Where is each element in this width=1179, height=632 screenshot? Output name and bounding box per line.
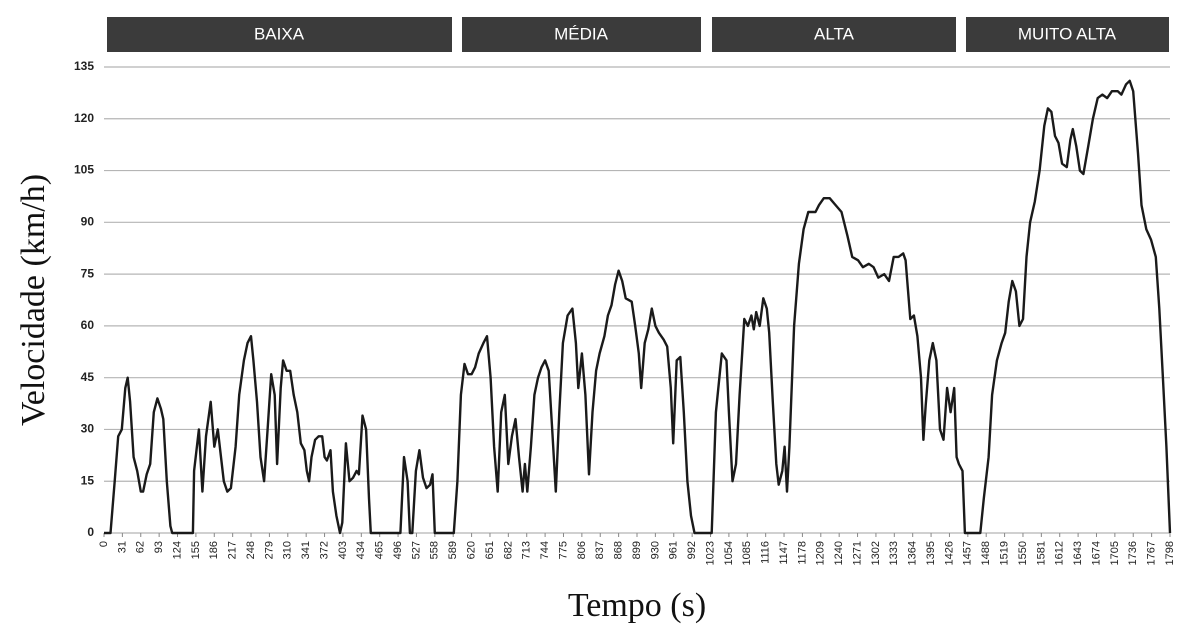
x-tick-label: 1271 — [851, 541, 863, 565]
x-tick-label: 1767 — [1146, 541, 1158, 565]
phase-box — [107, 17, 452, 52]
x-tick-label: 1736 — [1127, 541, 1139, 565]
x-tick-label: 1054 — [723, 541, 735, 565]
x-tick-label: 1488 — [980, 541, 992, 565]
x-tick-label: 155 — [190, 541, 202, 559]
x-tick-label: 1240 — [833, 541, 845, 565]
x-tick-label: 1085 — [741, 541, 753, 565]
x-tick-label: 1457 — [962, 541, 974, 565]
y-tick-label: 15 — [81, 473, 95, 487]
x-tick-label: 620 — [465, 541, 477, 559]
x-tick-label: 496 — [392, 541, 404, 559]
x-tick-label: 1333 — [888, 541, 900, 565]
x-tick-label: 558 — [429, 541, 441, 559]
x-axis-title: Tempo (s) — [568, 587, 706, 624]
x-tick-label: 1147 — [778, 541, 790, 565]
x-tick-label: 1798 — [1164, 541, 1176, 565]
x-tick-label: 1364 — [907, 541, 919, 565]
x-tick-label: 1178 — [796, 541, 808, 565]
x-tick-label: 186 — [208, 541, 220, 559]
x-tick-label: 403 — [337, 541, 349, 559]
x-tick-label: 899 — [631, 541, 643, 559]
x-tick-label: 217 — [227, 541, 239, 559]
phase-box — [462, 17, 701, 52]
y-tick-label: 120 — [74, 111, 94, 125]
x-tick-label: 1116 — [760, 541, 772, 564]
speed-line — [104, 79, 1172, 535]
x-tick-label: 682 — [502, 541, 514, 559]
x-tick-label: 372 — [318, 541, 330, 559]
x-tick-label: 248 — [245, 541, 257, 559]
x-tick-label: 1643 — [1072, 541, 1084, 565]
x-tick-label: 961 — [668, 541, 680, 559]
x-tick-label: 310 — [282, 541, 294, 559]
x-tick-label: 1581 — [1035, 541, 1047, 565]
phase-box — [966, 17, 1169, 52]
x-tick-label: 341 — [300, 541, 312, 559]
y-axis-title: Velocidade (km/h) — [15, 174, 52, 426]
x-tick-label: 62 — [135, 541, 147, 553]
phase-bands: BAIXA MÉDIA ALTA MUITO ALTA — [107, 17, 1169, 52]
x-tick-label: 1612 — [1054, 541, 1066, 565]
x-tick-label: 1519 — [998, 541, 1010, 565]
y-tick-label: 60 — [81, 318, 95, 332]
x-tick-label: 93 — [153, 541, 165, 553]
x-tick-label: 465 — [374, 541, 386, 559]
y-tick-label: 30 — [81, 422, 95, 436]
x-tick-label: 1395 — [925, 541, 937, 565]
x-tick-label: 775 — [557, 541, 569, 559]
x-tick-label: 31 — [116, 541, 128, 553]
x-tick-label: 1209 — [815, 541, 827, 565]
x-tick-label: 868 — [613, 541, 625, 559]
x-tick-label: 1302 — [870, 541, 882, 565]
x-tick-label: 713 — [521, 541, 533, 559]
phase-label: MUITO ALTA — [1018, 24, 1117, 43]
x-tick-label: 0 — [98, 541, 110, 547]
x-tick-label: 1426 — [943, 541, 955, 565]
phase-box — [712, 17, 956, 52]
y-tick-label: 45 — [81, 370, 95, 384]
x-tick-label: 1550 — [1017, 541, 1029, 565]
y-tick-label: 90 — [81, 215, 95, 229]
x-tick-label: 806 — [576, 541, 588, 559]
x-tick-label: 1023 — [704, 541, 716, 565]
phase-label: BAIXA — [254, 24, 305, 43]
x-tick-label: 1705 — [1109, 541, 1121, 565]
x-tick-label: 434 — [355, 541, 367, 559]
x-tick-label: 744 — [539, 541, 551, 559]
phase-label: MÉDIA — [554, 24, 609, 43]
y-tick-label: 75 — [81, 266, 95, 280]
x-tick-label: 930 — [649, 541, 661, 559]
phase-label: ALTA — [814, 24, 855, 43]
x-tick-label: 651 — [484, 541, 496, 559]
y-tick-label: 135 — [74, 59, 94, 73]
x-tick-label: 527 — [410, 541, 422, 559]
x-tick-label: 124 — [171, 541, 183, 559]
x-tick-label: 1674 — [1090, 541, 1102, 565]
x-tick-label: 589 — [447, 541, 459, 559]
y-tick-label: 105 — [74, 163, 94, 177]
x-tick-label: 837 — [594, 541, 606, 559]
y-tick-label: 0 — [87, 525, 94, 539]
x-tick-label: 279 — [263, 541, 275, 559]
x-tick-label: 992 — [686, 541, 698, 559]
